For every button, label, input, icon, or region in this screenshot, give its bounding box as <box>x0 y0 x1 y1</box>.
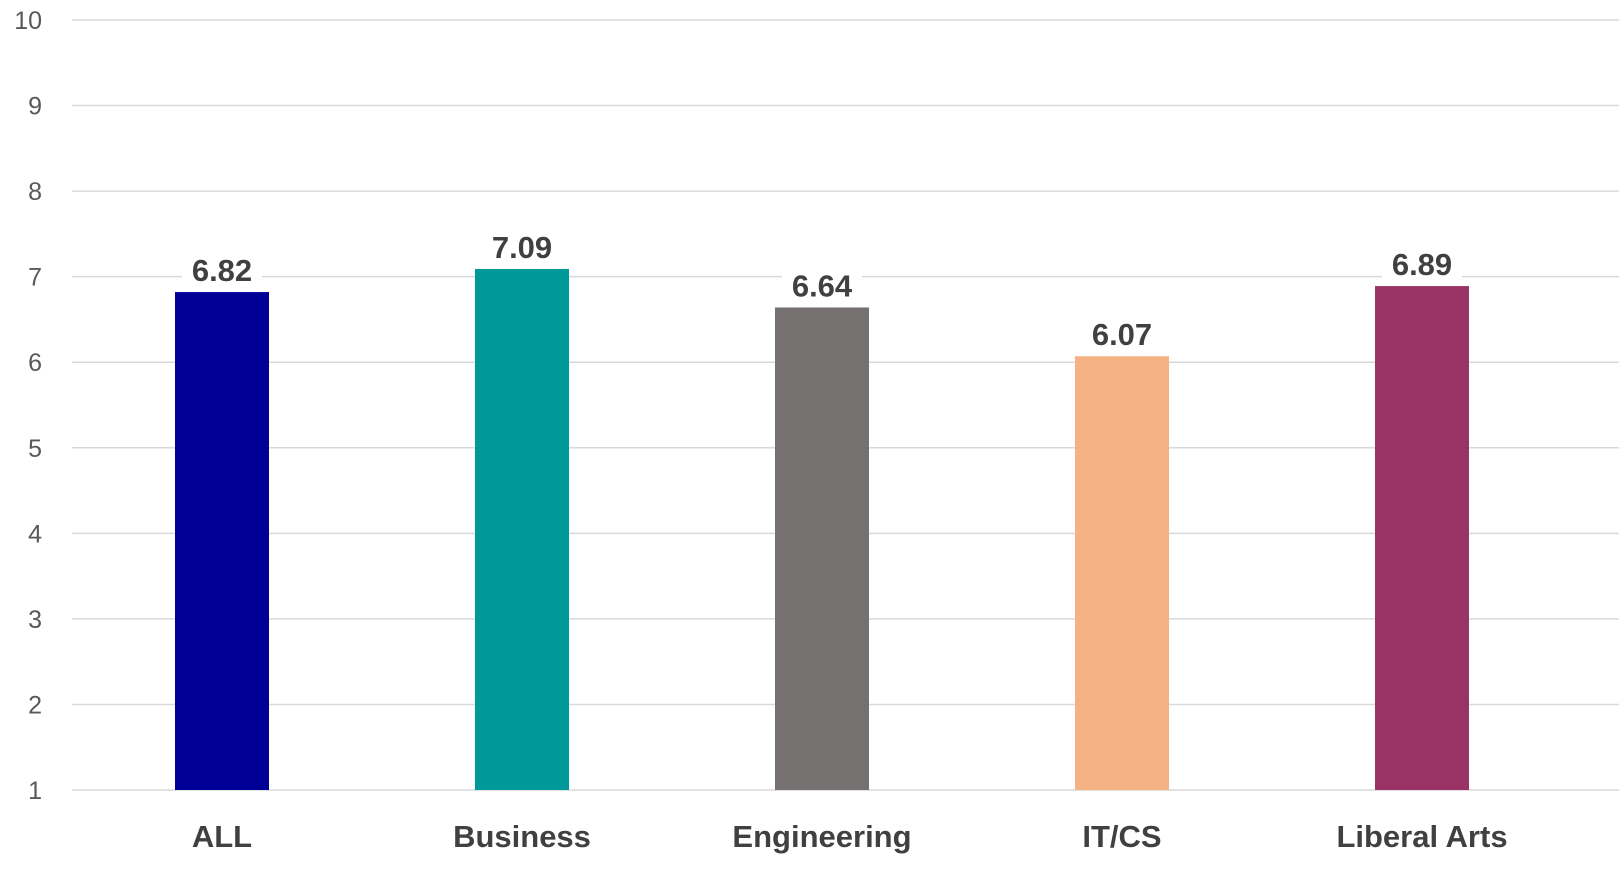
data-label: 6.82 <box>192 253 252 288</box>
y-tick-label: 4 <box>28 520 42 548</box>
x-axis-tick-labels: ALL Business Engineering IT/CS Liberal Arts <box>192 819 1508 854</box>
data-label-background <box>782 268 862 303</box>
data-label-background <box>482 229 562 264</box>
y-tick-label: 8 <box>28 178 42 206</box>
data-label-background <box>182 253 262 288</box>
y-tick-label: 3 <box>28 606 42 634</box>
data-label-background <box>1082 317 1162 352</box>
data-label: 6.64 <box>792 268 853 303</box>
y-tick-label: 2 <box>28 691 42 719</box>
y-tick-label: 5 <box>28 435 42 463</box>
y-tick-label: 1 <box>28 777 42 805</box>
data-label: 7.09 <box>492 230 552 265</box>
data-label: 6.89 <box>1392 247 1452 282</box>
bar <box>1375 286 1469 790</box>
bar <box>775 307 869 790</box>
data-label: 6.07 <box>1092 317 1152 352</box>
y-tick-label: 6 <box>28 349 42 377</box>
x-tick-label: ALL <box>192 819 252 854</box>
x-tick-label: Liberal Arts <box>1336 819 1507 854</box>
x-tick-label: IT/CS <box>1082 819 1161 854</box>
bar <box>175 292 269 790</box>
x-tick-label: Business <box>453 819 591 854</box>
bar <box>1075 356 1169 790</box>
data-label-background <box>1382 247 1462 282</box>
bars <box>175 268 1469 790</box>
y-tick-label: 9 <box>28 93 42 121</box>
y-axis-tick-labels: 1 2 3 4 5 6 7 8 9 10 <box>14 7 42 805</box>
y-tick-label: 10 <box>14 7 42 35</box>
data-labels: 6.82 7.09 6.64 6.07 6.89 <box>182 229 1462 352</box>
x-tick-label: Engineering <box>732 819 911 854</box>
bar <box>475 268 569 790</box>
y-tick-label: 7 <box>28 264 42 292</box>
